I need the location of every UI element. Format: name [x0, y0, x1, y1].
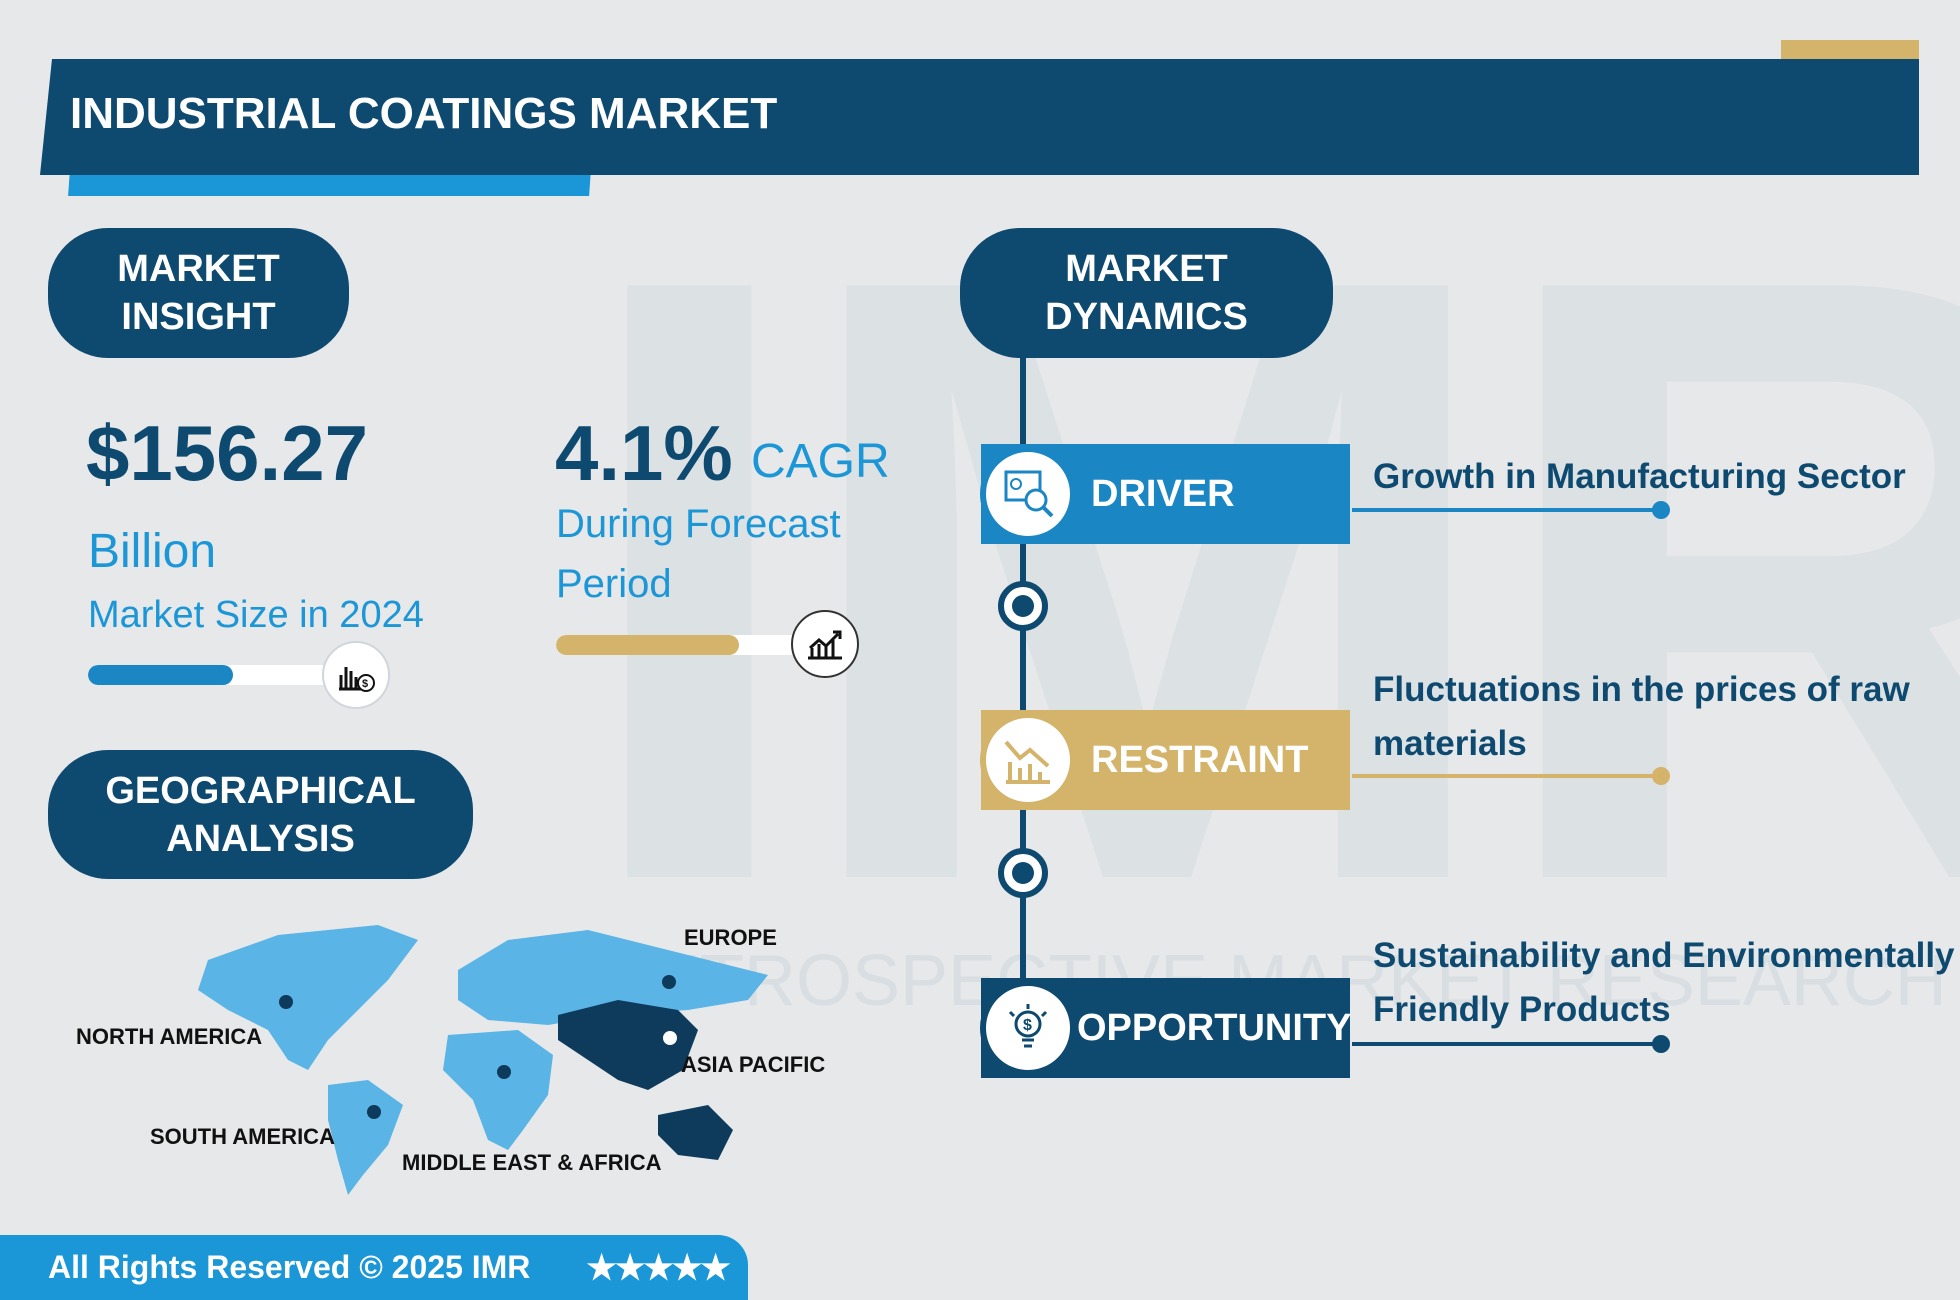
connector-dot	[1652, 767, 1670, 785]
region-label-asia-pacific: ASIA PACIFIC	[681, 1052, 826, 1077]
dollar-bulb-icon: $	[980, 980, 1076, 1076]
market-size-unit: Billion	[88, 525, 217, 578]
analytics-icon	[980, 446, 1076, 542]
heading-line: INSIGHT	[121, 296, 276, 338]
heading-line: MARKET	[1065, 248, 1228, 290]
svg-text:$: $	[1023, 1017, 1032, 1034]
market-size-label: Market Size in 2024	[88, 594, 424, 636]
region-label-middle-east-africa: MIDDLE EAST & AFRICA	[402, 1150, 662, 1175]
north-america-shape	[198, 925, 418, 1070]
svg-text:$: $	[362, 678, 368, 690]
progress-fill	[556, 635, 739, 655]
heading-line: MARKET	[117, 248, 280, 290]
timeline-node	[998, 581, 1048, 631]
cagr-value: 4.1%	[555, 409, 733, 497]
page-title: INDUSTRIAL COATINGS MARKET	[70, 89, 778, 138]
forecast-label-2: Period	[556, 562, 672, 606]
market-dynamics-heading: MARKET DYNAMICS	[960, 228, 1333, 358]
progress-fill	[88, 665, 233, 685]
world-map	[198, 925, 768, 1195]
market-size-value: $156.27	[86, 409, 368, 497]
asia-pacific-shape	[558, 1000, 698, 1090]
connector-dot	[1652, 501, 1670, 519]
forecast-label-1: During Forecast	[556, 502, 841, 546]
heading-line: GEOGRAPHICAL	[105, 769, 416, 812]
heading-line: DYNAMICS	[1045, 296, 1248, 338]
cagr-label: CAGR	[751, 435, 890, 488]
connector-dot	[1652, 1035, 1670, 1053]
region-label-south-america: SOUTH AMERICA	[150, 1124, 335, 1149]
market-size-progress	[88, 665, 356, 685]
header-bar: INDUSTRIAL COATINGS MARKET	[40, 59, 1919, 175]
australia-shape	[658, 1105, 733, 1160]
opportunity-connector	[1352, 1035, 1670, 1053]
timeline-node	[998, 848, 1048, 898]
bar-dollar-icon: $	[322, 641, 390, 709]
header-gold-accent	[1781, 40, 1919, 62]
restraint-label: RESTRAINT	[1091, 738, 1309, 781]
region-label-north-america: NORTH AMERICA	[76, 1024, 263, 1049]
region-label-europe: EUROPE	[684, 925, 777, 950]
restraint-text-2: materials	[1373, 724, 1527, 763]
restraint-text-1: Fluctuations in the prices of raw	[1373, 670, 1910, 709]
footer: All Rights Reserved © 2025 IMR ★★★★★	[0, 1235, 748, 1300]
europe-shape	[458, 930, 768, 1025]
market-insight-heading: MARKET INSIGHT	[48, 228, 349, 358]
geographical-analysis-heading: GEOGRAPHICAL ANALYSIS	[48, 750, 473, 879]
copyright-text: All Rights Reserved © 2025 IMR	[48, 1249, 531, 1285]
declining-chart-icon	[980, 712, 1076, 808]
driver-connector	[1352, 501, 1670, 519]
opportunity-label: OPPORTUNITY	[1077, 1006, 1352, 1049]
heading-line: ANALYSIS	[166, 817, 355, 860]
driver-text: Growth in Manufacturing Sector	[1373, 457, 1906, 496]
rating-stars: ★★★★★	[586, 1248, 730, 1287]
cagr-progress	[556, 635, 800, 655]
growth-chart-icon	[791, 610, 859, 678]
opportunity-text-1: Sustainability and Environmentally	[1373, 936, 1955, 975]
driver-label: DRIVER	[1091, 472, 1235, 515]
opportunity-text-2: Friendly Products	[1373, 990, 1671, 1029]
south-america-shape	[328, 1080, 403, 1195]
africa-shape	[443, 1030, 553, 1150]
restraint-connector	[1352, 767, 1670, 785]
